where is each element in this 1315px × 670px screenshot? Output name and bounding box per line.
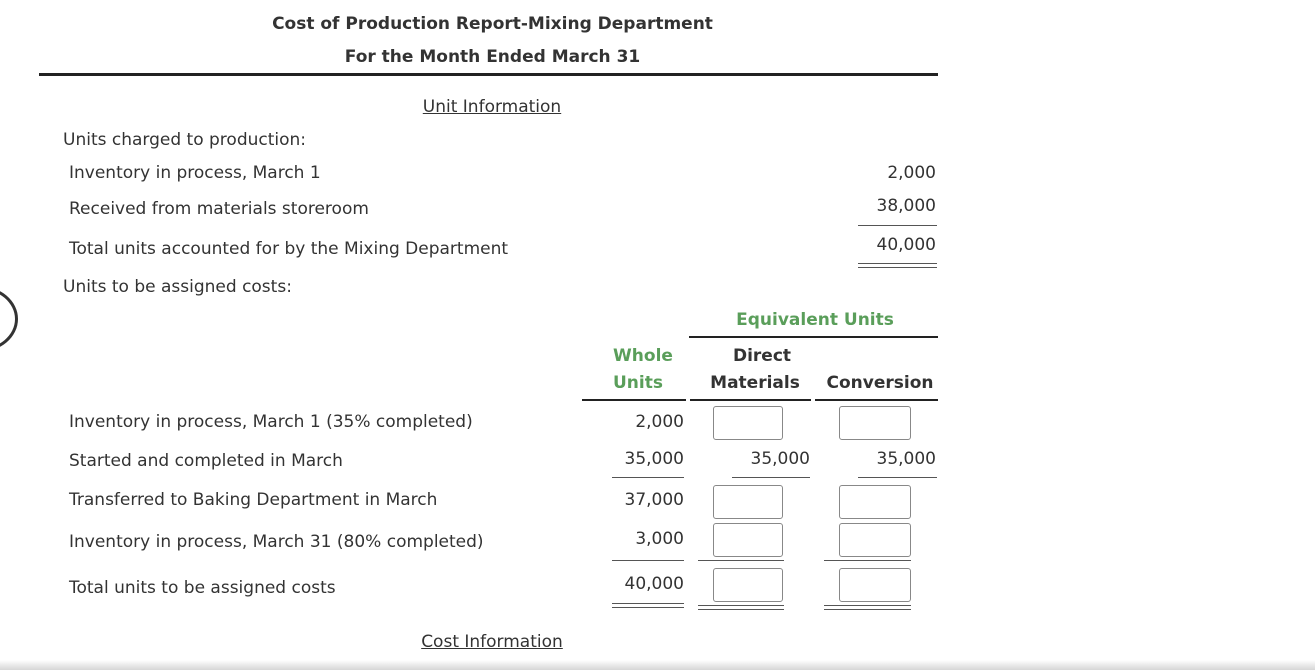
units-assigned-label: Units to be assigned costs:: [63, 277, 292, 297]
bottom-scroll-shadow: [0, 660, 1315, 670]
report-subtitle: For the Month Ended March 31: [344, 47, 641, 67]
unit-row-value: 38,000: [876, 196, 936, 216]
conversion-header: Conversion: [826, 373, 934, 393]
subtotal-rule: [698, 560, 784, 561]
eq-row-label: Inventory in process, March 31 (80% comp…: [69, 532, 484, 552]
dm-input-transferred[interactable]: [713, 485, 783, 519]
units-charged-label: Units charged to production:: [63, 130, 307, 150]
equivalent-units-header: Equivalent Units: [736, 310, 894, 330]
total-double-rule: [858, 263, 937, 268]
unit-row-label: Received from materials storeroom: [69, 199, 369, 219]
conv-input-transferred[interactable]: [839, 485, 911, 519]
total-double-rule: [698, 605, 784, 610]
subtotal-rule: [612, 477, 684, 478]
column-rule: [582, 399, 686, 401]
whole-units-header: Whole: [613, 346, 673, 366]
unit-row-value: 40,000: [876, 235, 936, 255]
equivalent-units-rule: [689, 336, 938, 338]
whole-units-value: 37,000: [624, 490, 684, 510]
conv-input-march1[interactable]: [839, 406, 911, 440]
eq-row-label: Inventory in process, March 1 (35% compl…: [69, 412, 473, 432]
dm-input-march1[interactable]: [713, 406, 783, 440]
subtotal-rule: [612, 560, 684, 561]
total-double-rule: [612, 603, 684, 608]
eq-row-label: Transferred to Baking Department in Marc…: [69, 490, 438, 510]
header-rule: [39, 73, 938, 76]
circle-icon: [0, 286, 18, 352]
direct-materials-header: Direct: [732, 346, 792, 366]
whole-units-header: Units: [613, 373, 663, 393]
total-double-rule: [824, 605, 911, 610]
subtotal-rule: [858, 477, 937, 478]
dm-value: 35,000: [750, 449, 810, 469]
unit-row-label: Inventory in process, March 1: [69, 163, 321, 183]
unit-row-value: 2,000: [887, 163, 936, 183]
subtotal-rule: [858, 225, 937, 226]
report-title: Cost of Production Report-Mixing Departm…: [272, 14, 713, 34]
cost-information-heading: Cost Information: [421, 632, 563, 652]
conv-input-total[interactable]: [839, 568, 911, 602]
eq-row-label: Started and completed in March: [69, 451, 343, 471]
eq-row-label: Total units to be assigned costs: [69, 578, 336, 598]
unit-row-label: Total units accounted for by the Mixing …: [69, 239, 509, 259]
dm-input-total[interactable]: [713, 568, 783, 602]
direct-materials-header: Materials: [710, 373, 800, 393]
conv-input-march31[interactable]: [839, 523, 911, 557]
subtotal-rule: [732, 477, 810, 478]
whole-units-value: 35,000: [624, 449, 684, 469]
subtotal-rule: [824, 560, 911, 561]
column-rule: [690, 399, 811, 401]
whole-units-value: 2,000: [635, 412, 684, 432]
whole-units-total: 40,000: [624, 574, 684, 594]
conv-value: 35,000: [876, 449, 936, 469]
whole-units-value: 3,000: [635, 529, 684, 549]
unit-information-heading: Unit Information: [422, 97, 562, 117]
column-rule: [815, 399, 938, 401]
dm-input-march31[interactable]: [713, 523, 783, 557]
